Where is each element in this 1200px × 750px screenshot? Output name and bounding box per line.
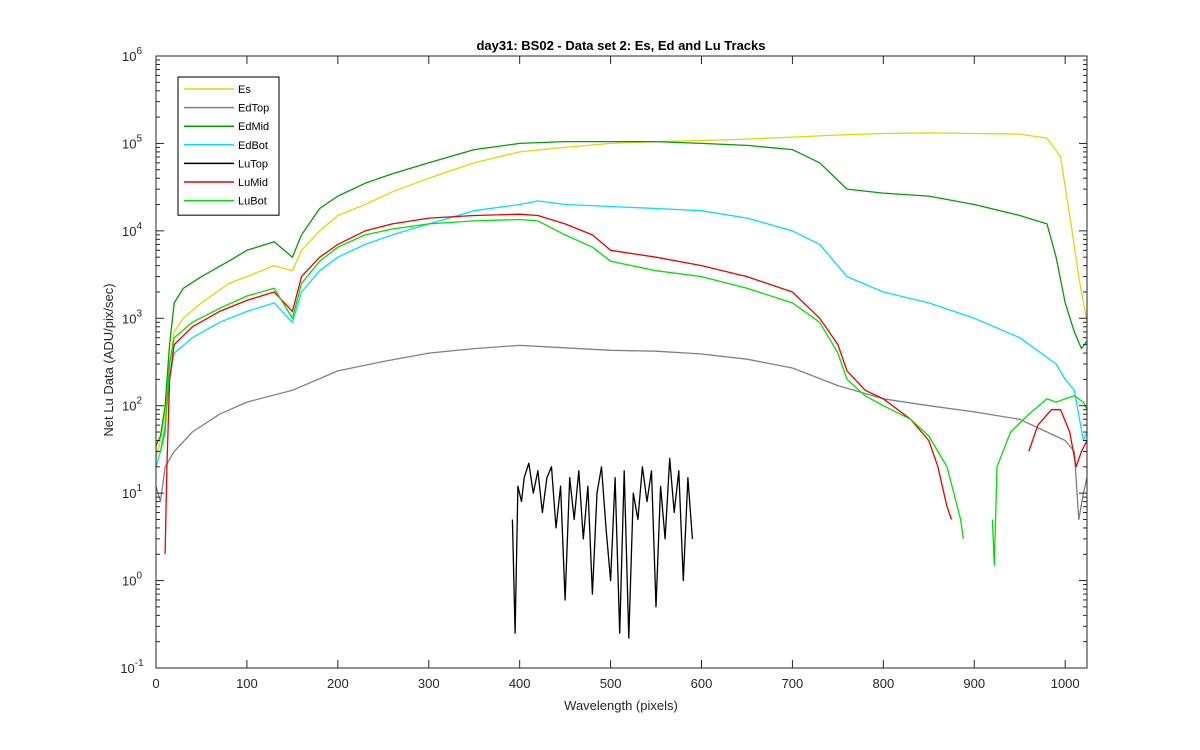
series-group — [156, 132, 1087, 639]
plot-area — [156, 132, 1087, 639]
series-line-edbot — [156, 200, 1087, 467]
x-tick-label: 600 — [691, 676, 713, 691]
x-tick-label: 900 — [963, 676, 985, 691]
y-tick-label: 102 — [122, 396, 142, 414]
y-tick-label: 103 — [122, 308, 142, 326]
series-line-lumid-1 — [164, 213, 953, 555]
legend-label-lutop: LuTop — [238, 158, 268, 170]
y-tick-label: 106 — [122, 46, 142, 64]
series-line-es — [156, 132, 1087, 459]
x-tick-label: 400 — [509, 676, 531, 691]
x-tick-label: 700 — [782, 676, 804, 691]
series-line-lubot-2 — [991, 395, 1087, 566]
x-tick-label: 800 — [872, 676, 894, 691]
series-line-lubot-1 — [159, 218, 965, 539]
legend-label-es: Es — [238, 84, 251, 96]
legend: Es EdTop EdMid EdBot LuTop LuMid LuBot — [177, 76, 280, 216]
y-tick-label: 10-1 — [120, 658, 144, 676]
chart-title: day31: BS02 - Data set 2: Es, Ed and Lu … — [476, 38, 765, 53]
legend-label-edbot: EdBot — [238, 140, 268, 152]
x-axis-title: Wavelength (pixels) — [564, 698, 678, 713]
series-line-edtop — [156, 344, 1087, 521]
x-tick-label: 500 — [600, 676, 622, 691]
legend-label-lubot: LuBot — [238, 196, 267, 208]
series-line-lutop — [511, 457, 694, 639]
y-tick-label: 104 — [122, 221, 142, 239]
x-tick-label: 1000 — [1051, 676, 1080, 691]
x-tick-label: 100 — [236, 676, 258, 691]
legend-label-edmid: EdMid — [238, 121, 269, 133]
x-tick-label: 0 — [152, 676, 159, 691]
legend-label-edtop: EdTop — [238, 103, 269, 115]
y-axis-title: Net Lu Data (ADU/pix/sec) — [101, 283, 116, 436]
x-tick-label: 200 — [327, 676, 349, 691]
series-line-lumid-2 — [1028, 409, 1087, 468]
y-tick-label: 100 — [122, 571, 142, 589]
legend-box — [177, 76, 280, 216]
axes-box — [155, 55, 1088, 669]
y-tick-label: 105 — [122, 133, 142, 151]
y-tick-label: 101 — [122, 483, 142, 501]
legend-label-lumid: LuMid — [238, 177, 268, 189]
series-line-edmid — [156, 140, 1087, 446]
axes: 0 100 200 300 400 500 600 700 800 900 1000 10-1 100 1… — [120, 46, 1088, 691]
x-tick-label: 300 — [418, 676, 440, 691]
